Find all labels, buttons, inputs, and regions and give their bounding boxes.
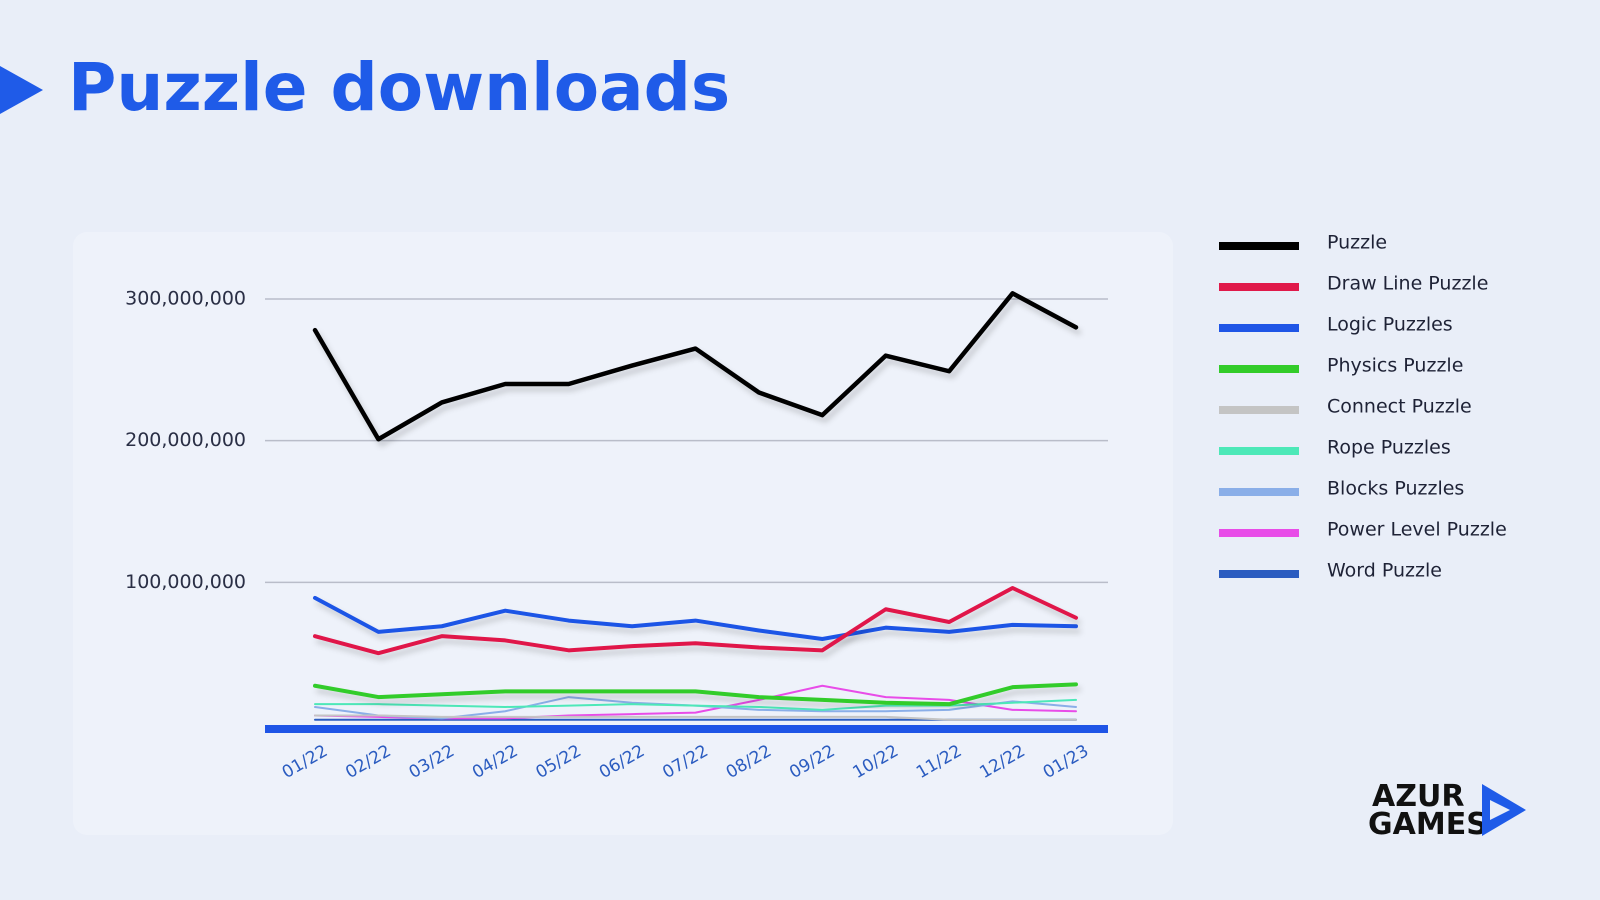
legend-label: Word Puzzle <box>1327 560 1442 582</box>
legend-swatch <box>1219 529 1299 537</box>
series-line <box>313 595 1078 641</box>
logo-arrow-inner <box>1490 800 1510 820</box>
legend-swatch <box>1219 324 1299 332</box>
legend-swatch <box>1219 447 1299 455</box>
chart-card <box>73 232 1173 835</box>
logo-text: AZUR <box>1372 779 1464 814</box>
legend-label: Rope Puzzles <box>1327 437 1451 459</box>
logo-text: GAMES <box>1368 807 1488 842</box>
legend-swatch <box>1219 283 1299 291</box>
y-tick-label: 100,000,000 <box>125 571 246 593</box>
legend-label: Draw Line Puzzle <box>1327 273 1488 295</box>
legend-label: Blocks Puzzles <box>1327 478 1464 500</box>
legend-swatch <box>1219 488 1299 496</box>
legend-swatch <box>1219 365 1299 373</box>
title-arrow <box>0 66 43 114</box>
series-line <box>314 714 1077 721</box>
legend-label: Connect Puzzle <box>1327 396 1472 418</box>
legend-label: Physics Puzzle <box>1327 355 1463 377</box>
legend-swatch <box>1219 406 1299 414</box>
series-line <box>312 291 1079 442</box>
y-tick-label: 300,000,000 <box>125 288 246 310</box>
series-line <box>313 682 1078 707</box>
legend-swatch <box>1219 570 1299 578</box>
legend-label: Logic Puzzles <box>1327 314 1453 336</box>
series-line <box>313 586 1078 656</box>
legend-swatch <box>1219 242 1299 250</box>
logo: AZUR GAMES <box>1368 779 1526 842</box>
page-title: Puzzle downloads <box>68 49 730 126</box>
legend-label: Puzzle <box>1327 232 1387 254</box>
y-tick-label: 200,000,000 <box>125 429 246 451</box>
legend-label: Power Level Puzzle <box>1327 519 1507 541</box>
